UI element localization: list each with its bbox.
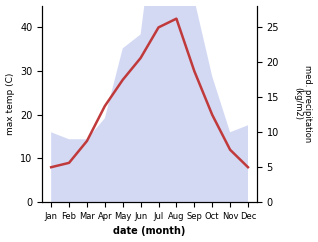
Y-axis label: med. precipitation
(kg/m2): med. precipitation (kg/m2) — [293, 65, 313, 143]
X-axis label: date (month): date (month) — [114, 227, 186, 236]
Y-axis label: max temp (C): max temp (C) — [5, 73, 15, 135]
